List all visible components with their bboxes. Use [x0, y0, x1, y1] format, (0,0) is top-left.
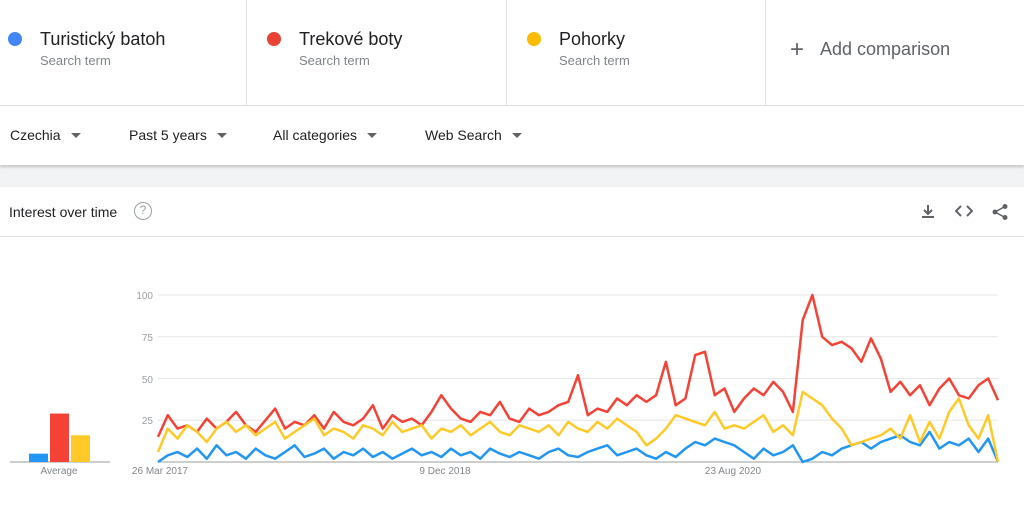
card-divider	[0, 236, 1024, 237]
x-tick-label: 23 Aug 2020	[705, 466, 762, 477]
download-icon[interactable]	[920, 203, 936, 224]
period-value: Past 5 years	[129, 127, 207, 143]
plus-icon: +	[790, 35, 805, 63]
average-bar	[50, 413, 69, 462]
y-tick-label: 75	[142, 333, 154, 344]
term-name[interactable]: Turistický batoh	[40, 29, 166, 49]
term-card-3[interactable]: Pohorky Search term	[507, 0, 766, 106]
region-dropdown[interactable]: Czechia	[10, 127, 81, 143]
search-terms-bar: Turistický batoh Search term Trekové bot…	[0, 0, 1024, 106]
x-tick-label: 26 Mar 2017	[132, 466, 189, 477]
series-line-3	[156, 390, 1000, 463]
average-bar	[71, 435, 90, 462]
series-line-2	[156, 293, 1000, 438]
caret-down-icon	[511, 132, 522, 138]
add-comparison-label: Add comparison	[820, 39, 951, 59]
filter-bar: Czechia Past 5 years All categories Web …	[0, 106, 1024, 165]
y-tick-label: 100	[136, 291, 153, 302]
term-card-2[interactable]: Trekové boty Search term	[247, 0, 507, 106]
term-type: Search term	[559, 53, 630, 68]
term-name[interactable]: Trekové boty	[299, 29, 403, 49]
average-label: Average	[40, 466, 78, 477]
y-tick-label: 50	[142, 375, 154, 386]
caret-down-icon	[70, 132, 81, 138]
average-bar	[29, 453, 48, 462]
search-type-dropdown[interactable]: Web Search	[425, 127, 522, 143]
period-dropdown[interactable]: Past 5 years	[129, 127, 227, 143]
caret-down-icon	[216, 132, 227, 138]
term-color-dot	[267, 32, 281, 46]
region-value: Czechia	[10, 127, 61, 143]
x-tick-label: 9 Dec 2018	[419, 466, 471, 477]
section-gap	[0, 165, 1024, 187]
help-icon[interactable]: ?	[134, 202, 152, 220]
search-type-value: Web Search	[425, 127, 502, 143]
y-tick-label: 25	[142, 416, 154, 427]
add-comparison-button[interactable]: + Add comparison	[766, 0, 1024, 106]
term-name[interactable]: Pohorky	[559, 29, 626, 49]
card-title: Interest over time	[9, 204, 118, 220]
term-color-dot	[527, 32, 541, 46]
category-dropdown[interactable]: All categories	[273, 127, 378, 143]
share-icon[interactable]	[991, 203, 1009, 226]
term-card-1[interactable]: Turistický batoh Search term	[0, 0, 247, 106]
embed-icon[interactable]	[954, 203, 974, 224]
category-value: All categories	[273, 127, 358, 143]
caret-down-icon	[367, 132, 378, 138]
term-type: Search term	[299, 53, 370, 68]
term-color-dot	[8, 32, 22, 46]
term-type: Search term	[40, 53, 111, 68]
